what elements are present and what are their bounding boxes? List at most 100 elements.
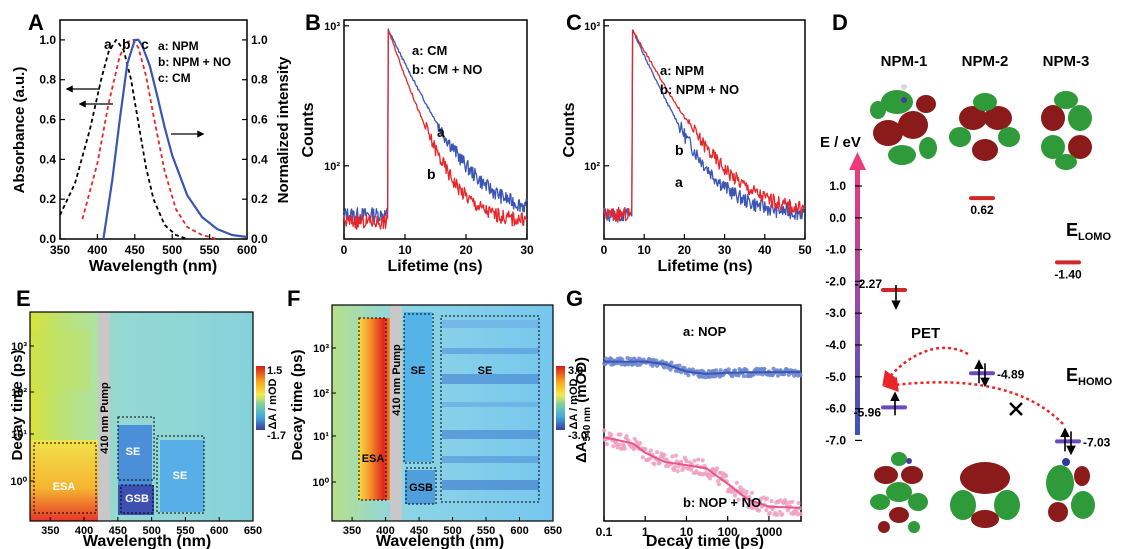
panel-d-axis-label: E / eV bbox=[820, 134, 861, 151]
panel-f-gsb-region bbox=[405, 470, 435, 504]
panel-g-point bbox=[652, 462, 657, 467]
panel-d-energy-axis bbox=[855, 168, 860, 435]
panel-c-legend-b: b: NPM + NO bbox=[660, 82, 739, 97]
panel-f-ytick-label: 10³ bbox=[313, 343, 329, 355]
panel-g-point bbox=[690, 367, 696, 372]
panel-a-ytick-label: 0.8 bbox=[39, 73, 56, 87]
panel-e-gsb-region bbox=[118, 485, 154, 515]
panel-g-point bbox=[765, 496, 770, 501]
panel-g-xtick-label: 0.1 bbox=[596, 525, 613, 539]
panel-g-series bbox=[602, 356, 803, 518]
panel-g-point bbox=[707, 476, 713, 481]
panel-f-gsb-label: GSB bbox=[409, 482, 433, 494]
panel-e-gsb-label: GSB bbox=[125, 493, 149, 505]
panel-f-xlabel: Wavelength (nm) bbox=[376, 533, 504, 549]
panel-f-bands bbox=[442, 320, 539, 490]
panel-a-legend-c: c: CM bbox=[158, 71, 191, 85]
panel-g-point bbox=[796, 500, 801, 506]
panel-d-col-npm2: NPM-2 bbox=[962, 53, 1009, 70]
panel-g-point bbox=[747, 495, 752, 500]
panel-a-ytick-label: 0.0 bbox=[39, 232, 56, 246]
panel-f-xtick-label: 550 bbox=[477, 525, 495, 537]
panel-c-xtick-label: 50 bbox=[798, 243, 812, 257]
panel-a-ytick-label: 0.4 bbox=[39, 152, 56, 166]
panel-g-point bbox=[778, 498, 783, 503]
panel-f-ytick-label: 10² bbox=[313, 388, 329, 400]
panel-f-xtick-label: 650 bbox=[544, 525, 562, 537]
panel-e-esa-region bbox=[30, 440, 98, 521]
panel-f-band bbox=[442, 320, 539, 328]
panel-g-point bbox=[790, 499, 795, 504]
panel-e-xtick-label: 450 bbox=[109, 525, 127, 537]
panel-g-fit-a bbox=[604, 360, 801, 375]
panel-g-point bbox=[726, 367, 731, 372]
panel-g-ylabel: ΔA540 nm (mOD) bbox=[573, 357, 593, 463]
orbital-npm2-homo bbox=[950, 462, 1020, 528]
panel-g-point bbox=[767, 510, 773, 516]
panel-g-point bbox=[648, 448, 653, 453]
panel-g-point bbox=[670, 454, 675, 459]
panel-e-ytick-label: 10¹ bbox=[11, 429, 27, 441]
panel-d-ytick-label: -2.0 bbox=[825, 274, 846, 288]
panel-a-legend-b: b: NPM + NO bbox=[158, 55, 231, 69]
panel-e: 410 nm Pump ESA SE GSB SE 350 400 450 500 55… bbox=[9, 311, 286, 549]
panel-g-point bbox=[657, 460, 662, 465]
panel-e-xtick-label: 500 bbox=[142, 525, 160, 537]
panel-f-band bbox=[442, 430, 539, 439]
panel-g-point bbox=[723, 473, 729, 478]
panel-f-xtick-label: 350 bbox=[343, 525, 361, 537]
panel-f-band bbox=[442, 480, 539, 490]
panel-a-y2tick-label: 0.6 bbox=[251, 113, 268, 127]
panel-d-pet-arrow-1 bbox=[882, 346, 969, 387]
panel-g-point bbox=[673, 453, 679, 458]
panel-b-xtick-label: 0 bbox=[341, 243, 348, 257]
panel-f-xtick-label: 400 bbox=[376, 525, 394, 537]
panel-g-point bbox=[602, 428, 607, 433]
panel-c: 0 10 20 30 40 50 10² 10³ a: NPM b: NPM + NO b a… bbox=[561, 19, 812, 275]
panel-d-ytick-label: -5.0 bbox=[825, 370, 846, 384]
panel-g-point bbox=[692, 458, 697, 463]
panel-e-esa-label: ESA bbox=[53, 481, 76, 493]
panel-g-ticks: 0.1 1 10 100 1000 bbox=[596, 516, 783, 539]
orbital-npm1-homo bbox=[870, 452, 928, 533]
panel-g-point bbox=[718, 368, 723, 373]
panel-d-e-homo: EHOMO bbox=[1066, 365, 1113, 388]
panel-a-xtick-label: 350 bbox=[50, 243, 70, 257]
panel-c-xtick-label: 40 bbox=[758, 243, 772, 257]
panel-g-xtick-label: 10 bbox=[680, 525, 694, 539]
panel-f-band bbox=[442, 456, 539, 463]
panel-g-point bbox=[672, 464, 678, 470]
panel-letter-d: D bbox=[832, 10, 848, 35]
panel-g-point bbox=[618, 432, 623, 437]
panel-b-curve-a: a bbox=[437, 124, 445, 140]
panel-f-se-label-1: SE bbox=[411, 365, 426, 377]
panel-g-point bbox=[664, 457, 670, 463]
panel-e-xlabel: Wavelength (nm) bbox=[83, 533, 211, 549]
panel-f-se-label-2: SE bbox=[478, 365, 493, 377]
panel-d-pet-arrow-2 bbox=[883, 377, 1064, 425]
panel-g-xtick-label: 100 bbox=[718, 525, 738, 539]
panel-f-ytick-label: 10¹ bbox=[313, 431, 329, 443]
panel-g-point bbox=[689, 467, 694, 472]
panel-c-series-a bbox=[603, 29, 806, 222]
panel-c-curve-a: a bbox=[675, 174, 683, 190]
panel-c-ticks: 0 10 20 30 40 50 10² 10³ bbox=[584, 21, 812, 257]
panel-e-se-region-1 bbox=[118, 425, 152, 485]
panel-g-point bbox=[655, 450, 660, 455]
panel-d-level-label: 0.62 bbox=[970, 203, 994, 217]
panel-c-ytick-label: 10³ bbox=[584, 21, 600, 33]
panel-e-xtick-label: 600 bbox=[210, 525, 228, 537]
panel-g-point bbox=[686, 373, 691, 378]
panel-d-level-label: -1.40 bbox=[1054, 267, 1082, 281]
panel-e-xtick-label: 350 bbox=[41, 525, 59, 537]
panel-b-series bbox=[343, 28, 528, 230]
orbital-npm3-homo bbox=[1046, 458, 1095, 522]
panel-b-ylabel: Counts bbox=[300, 102, 317, 157]
panel-d-col-npm1: NPM-1 bbox=[881, 53, 928, 70]
panel-g-point bbox=[611, 444, 616, 449]
panel-d-level-label: -2.27 bbox=[855, 277, 883, 291]
panel-b: 0 10 20 30 10² 10³ a: CM b: CM + NO a b Lifet… bbox=[300, 19, 534, 275]
panel-g-fit-b bbox=[603, 436, 802, 509]
panel-f-xtick-label: 450 bbox=[410, 525, 428, 537]
panel-g-point bbox=[732, 368, 738, 373]
